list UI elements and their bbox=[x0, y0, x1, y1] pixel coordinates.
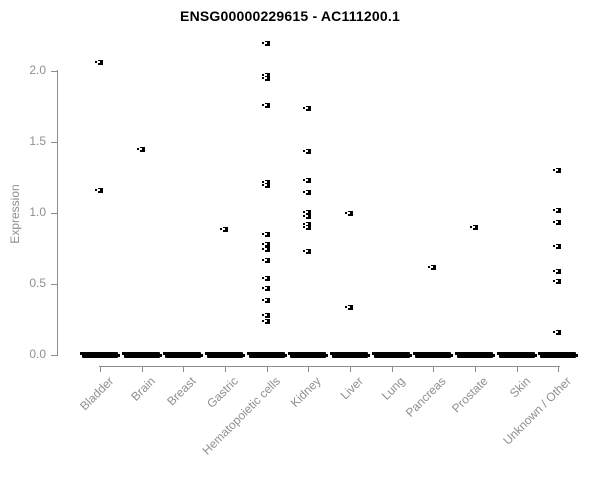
data-point bbox=[553, 269, 561, 274]
data-point bbox=[303, 178, 311, 183]
zero-cluster-bar bbox=[330, 352, 370, 358]
y-axis-line bbox=[57, 70, 58, 356]
data-point bbox=[262, 276, 270, 281]
zero-cluster-bar bbox=[497, 352, 537, 358]
data-point bbox=[345, 305, 353, 310]
y-tick bbox=[51, 284, 57, 285]
data-point bbox=[303, 106, 311, 111]
data-point bbox=[303, 225, 311, 230]
data-point bbox=[262, 298, 270, 303]
data-point bbox=[220, 227, 228, 232]
x-tick bbox=[350, 367, 351, 372]
x-axis-line bbox=[99, 366, 560, 367]
x-axis-category-label: Pancreas bbox=[403, 374, 449, 420]
data-point bbox=[262, 232, 270, 237]
data-point bbox=[262, 76, 270, 81]
x-tick bbox=[100, 367, 101, 372]
data-point bbox=[137, 147, 145, 152]
zero-cluster-bar bbox=[455, 352, 495, 358]
data-point bbox=[303, 249, 311, 254]
x-axis-category-label: Lung bbox=[379, 374, 408, 403]
data-point bbox=[553, 220, 561, 225]
data-point bbox=[553, 168, 561, 173]
data-point bbox=[95, 188, 103, 193]
zero-cluster-bar bbox=[205, 352, 245, 358]
x-tick bbox=[267, 367, 268, 372]
y-tick bbox=[51, 142, 57, 143]
zero-cluster-bar bbox=[163, 352, 203, 358]
zero-cluster-bar bbox=[538, 352, 578, 358]
y-tick bbox=[51, 355, 57, 356]
data-point bbox=[262, 41, 270, 46]
x-tick bbox=[558, 367, 559, 372]
data-point bbox=[262, 73, 270, 78]
x-tick bbox=[183, 367, 184, 372]
x-tick bbox=[142, 367, 143, 372]
x-axis-category-label: Hematopoietic cells bbox=[199, 374, 283, 458]
data-point bbox=[303, 149, 311, 154]
x-axis-category-label: Liver bbox=[337, 374, 366, 403]
chart-title: ENSG00000229615 - AC111200.1 bbox=[180, 8, 400, 24]
data-point bbox=[345, 211, 353, 216]
y-tick bbox=[51, 213, 57, 214]
zero-cluster-bar bbox=[413, 352, 453, 358]
y-tick-label: 1.0 bbox=[29, 205, 46, 219]
y-tick-label: 1.5 bbox=[29, 134, 46, 148]
data-point bbox=[553, 208, 561, 213]
y-tick-label: 0.0 bbox=[29, 347, 46, 361]
data-point bbox=[262, 180, 270, 185]
x-axis-category-label: Skin bbox=[506, 374, 533, 401]
data-point bbox=[95, 60, 103, 65]
x-tick bbox=[517, 367, 518, 372]
zero-cluster-bar bbox=[80, 352, 120, 358]
x-tick bbox=[433, 367, 434, 372]
x-tick bbox=[392, 367, 393, 372]
x-axis-category-label: Prostate bbox=[449, 374, 491, 416]
data-point bbox=[262, 258, 270, 263]
data-point bbox=[262, 313, 270, 318]
y-tick bbox=[51, 71, 57, 72]
data-point bbox=[553, 330, 561, 335]
data-point bbox=[262, 242, 270, 247]
data-point bbox=[428, 265, 436, 270]
data-point bbox=[303, 210, 311, 215]
x-axis-category-label: Gastric bbox=[204, 374, 241, 411]
x-tick bbox=[308, 367, 309, 372]
data-point bbox=[470, 225, 478, 230]
y-tick-label: 0.5 bbox=[29, 276, 46, 290]
x-axis-category-label: Brain bbox=[128, 374, 158, 404]
x-tick bbox=[225, 367, 226, 372]
data-point bbox=[303, 190, 311, 195]
zero-cluster-bar bbox=[288, 352, 328, 358]
x-axis-category-label: Bladder bbox=[76, 374, 116, 414]
data-point bbox=[262, 103, 270, 108]
zero-cluster-bar bbox=[372, 352, 412, 358]
zero-cluster-bar bbox=[247, 352, 287, 358]
data-point bbox=[553, 244, 561, 249]
data-point bbox=[262, 286, 270, 291]
data-point bbox=[262, 247, 270, 252]
data-point bbox=[262, 319, 270, 324]
y-tick-label: 2.0 bbox=[29, 63, 46, 77]
data-point bbox=[553, 279, 561, 284]
data-point bbox=[303, 214, 311, 219]
data-point bbox=[303, 222, 311, 227]
x-tick bbox=[475, 367, 476, 372]
zero-cluster-bar bbox=[122, 352, 162, 358]
x-axis-category-label: Breast bbox=[164, 374, 199, 409]
data-point bbox=[262, 183, 270, 188]
x-axis-category-label: Kidney bbox=[288, 374, 324, 410]
